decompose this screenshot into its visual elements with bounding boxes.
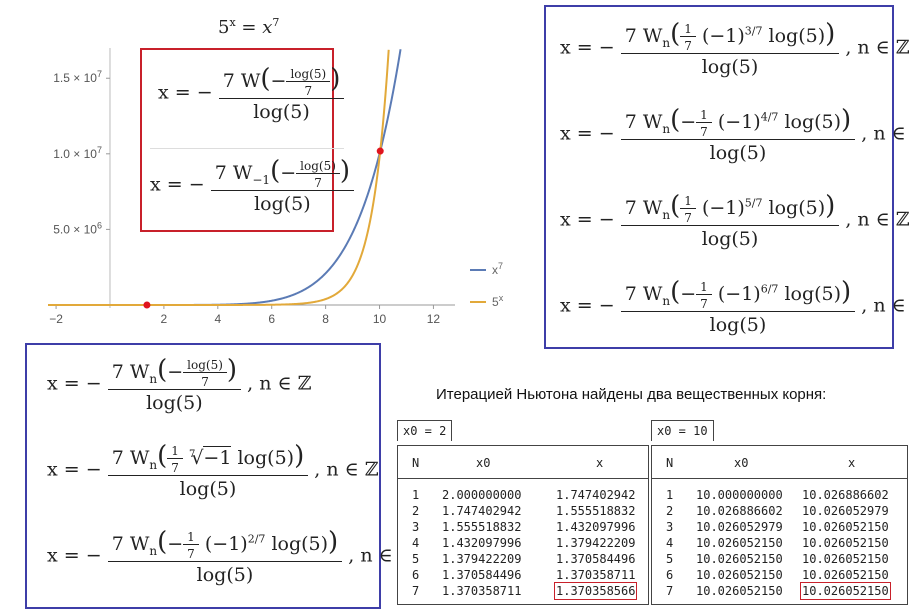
- table1: N x0 x 1 2.000000000 1.747402942 2 1.7474029…: [397, 445, 649, 605]
- intersection-point-2: [376, 147, 384, 155]
- table1-cell-r7-c3: 1.370358566: [553, 582, 638, 600]
- table1-header-x: x: [596, 456, 604, 470]
- table1-cell-r7-c2: 1.370358711: [442, 584, 522, 598]
- table1-cell-r6-c2: 1.370584496: [442, 568, 522, 582]
- table2-cell-r5-c2: 10.026052150: [696, 552, 783, 566]
- table1-cell-r1-c3: 1.747402942: [556, 488, 636, 502]
- y-tick-label: 1.0 × 107: [53, 145, 102, 161]
- table2-cell-r7-c3: 10.026052150: [800, 582, 891, 600]
- y-tick-label: 1.5 × 107: [53, 69, 102, 85]
- table1-cell-r2-c1: 2: [412, 504, 420, 518]
- x-tick-label: 6: [268, 312, 275, 326]
- table2-cell-r6-c1: 6: [666, 568, 674, 582]
- table2-cell-r7-c1: 7: [666, 584, 674, 598]
- table1-cell-r2-c2: 1.747402942: [442, 504, 522, 518]
- table2-header-x: x: [848, 456, 856, 470]
- x-tick-label: 12: [427, 312, 441, 326]
- x-tick-label: 4: [214, 312, 221, 326]
- formula-root-branch: x = − 7 Wn(1 7 7√−1 log(5)) log(5) , n ∈ …: [47, 441, 379, 500]
- newton-caption: Итерацией Ньютона найдены два вещественн…: [436, 386, 827, 403]
- legend-label-5x: 5x: [492, 293, 504, 309]
- formula-lower-branch: x = − 7 W−1(− log(5) 7) log(5): [150, 156, 355, 215]
- table2-cell-r3-c2: 10.026052979: [696, 520, 783, 534]
- table2-cell-r2-c2: 10.026886602: [696, 504, 783, 518]
- table1-cell-r6-c1: 6: [412, 568, 420, 582]
- x-tick-label: 10: [373, 312, 387, 326]
- table1-header-n: N: [412, 456, 420, 470]
- table1-cell-r3-c2: 1.555518832: [442, 520, 522, 534]
- table1-cell-r1-c2: 2.000000000: [442, 488, 522, 502]
- chart-title: 5x = x7: [218, 16, 280, 38]
- formula-power-branch: x = − 7 Wn(− 1 7 (−1)2/7 log(5)) log(5) , …: [47, 527, 413, 586]
- table2-cell-r4-c3: 10.026052150: [802, 536, 889, 550]
- formula-right-1: x = − 7 Wn(1 7 (−1)3/7 log(5)) log(5) , n …: [560, 19, 910, 78]
- table2-cell-r1-c2: 10.000000000: [696, 488, 783, 502]
- table2-cell-r3-c3: 10.026052150: [802, 520, 889, 534]
- table1-cell-r4-c3: 1.379422209: [556, 536, 636, 550]
- table1-cell-r7-c1: 7: [412, 584, 420, 598]
- table2-cell-r7-c2: 10.026052150: [696, 584, 783, 598]
- table2-cell-r1-c3: 10.026886602: [802, 488, 889, 502]
- table1-cell-r3-c1: 3: [412, 520, 420, 534]
- table2-cell-r4-c2: 10.026052150: [696, 536, 783, 550]
- x-tick-label: 8: [322, 312, 329, 326]
- formula-n-branch: x = − 7 Wn(− log(5) 7) log(5) , n ∈ ℤ: [47, 355, 312, 414]
- table2-header-x0: x0: [734, 456, 749, 470]
- x-tick-label: −2: [49, 312, 63, 326]
- table2-cell-r6-c3: 10.026052150: [802, 568, 889, 582]
- table2-cell-r5-c3: 10.026052150: [802, 552, 889, 566]
- table1-header-x0: x0: [476, 456, 491, 470]
- table1-cell-r5-c1: 5: [412, 552, 420, 566]
- legend-label-x7: x7: [492, 261, 503, 277]
- table2-cell-r6-c2: 10.026052150: [696, 568, 783, 582]
- table1-cell-r3-c3: 1.432097996: [556, 520, 636, 534]
- series-line-5x: [48, 49, 390, 306]
- formula-right-2: x = − 7 Wn(− 1 7 (−1)4/7 log(5)) log(5) , n…: [560, 105, 911, 164]
- divider: [150, 148, 344, 149]
- formula-right-4: x = − 7 Wn(− 1 7 (−1)6/7 log(5)) log(5) , n…: [560, 277, 911, 336]
- table1-cell-r2-c3: 1.555518832: [556, 504, 636, 518]
- table1-cell-r4-c2: 1.432097996: [442, 536, 522, 550]
- y-tick-label: 5.0 × 106: [53, 220, 102, 236]
- table2-tab[interactable]: x0 = 10: [651, 420, 714, 441]
- formula-principal-branch: x = − 7 W(− log(5) 7) log(5): [158, 64, 345, 123]
- table2-header-n: N: [666, 456, 674, 470]
- table1-cell-r5-c2: 1.379422209: [442, 552, 522, 566]
- table2: N x0 x 1 10.000000000 10.026886602 2 10.0268…: [651, 445, 908, 605]
- table1-cell-r4-c1: 4: [412, 536, 420, 550]
- table2-cell-r5-c1: 5: [666, 552, 674, 566]
- x-tick-label: 2: [161, 312, 168, 326]
- real-solutions-box: x = − 7 W(− log(5) 7) log(5) x = − 7 W−1(−…: [140, 48, 355, 232]
- plot-area: −2 2 4 6 8 10 12 5.0 × 106 1.0 × 107 1.5 × 107 x7…: [48, 48, 504, 326]
- complex-solutions-box-right: x = − 7 Wn(1 7 (−1)3/7 log(5)) log(5) , n …: [544, 5, 911, 349]
- table2-cell-r1-c1: 1: [666, 488, 674, 502]
- intersection-point-1: [143, 301, 151, 309]
- table2-cell-r2-c3: 10.026052979: [802, 504, 889, 518]
- table1-tab[interactable]: x0 = 2: [397, 420, 453, 441]
- formula-right-3: x = − 7 Wn(1 7 (−1)5/7 log(5)) log(5) , n …: [560, 191, 910, 250]
- complex-solutions-box-left: x = − 7 Wn(− log(5) 7) log(5) , n ∈ ℤ x = …: [25, 343, 413, 609]
- table2-cell-r2-c1: 2: [666, 504, 674, 518]
- table1-cell-r6-c3: 1.370358711: [556, 568, 636, 582]
- table1-cell-r5-c3: 1.370584496: [556, 552, 636, 566]
- table2-cell-r3-c1: 3: [666, 520, 674, 534]
- table1-cell-r1-c1: 1: [412, 488, 420, 502]
- table2-cell-r4-c1: 4: [666, 536, 674, 550]
